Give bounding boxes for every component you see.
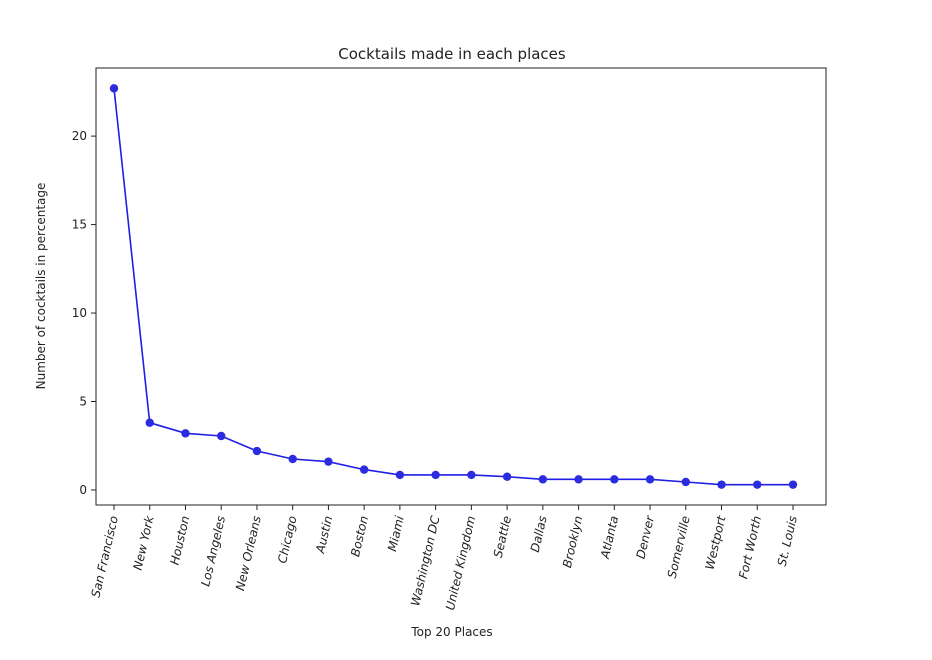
- x-tick-label: Fort Worth: [736, 515, 764, 581]
- data-point: [359, 465, 369, 474]
- data-point: [502, 472, 512, 481]
- x-tick-label: New York: [131, 514, 157, 572]
- data-point: [109, 84, 119, 93]
- data-point: [753, 480, 762, 489]
- data-point: [181, 429, 190, 438]
- x-tick-label: Denver: [634, 513, 658, 560]
- data-point: [145, 418, 154, 427]
- data-point: [681, 477, 690, 487]
- x-tick-label: Atlanta: [598, 515, 622, 561]
- data-point: [717, 480, 726, 489]
- series-line: [113, 88, 793, 486]
- data-point: [610, 475, 619, 484]
- y-tick-label: 0: [79, 483, 87, 497]
- axes-frame: [95, 67, 827, 506]
- data-point: [217, 431, 226, 441]
- y-tick-label: 15: [72, 218, 87, 232]
- x-tick-label: Austin: [313, 515, 335, 556]
- x-tick-label: New Orleans: [233, 515, 264, 592]
- y-tick-label: 10: [72, 306, 87, 320]
- y-axis-title: Number of cocktails in percentage: [34, 183, 48, 390]
- x-tick-label: Seattle: [491, 515, 514, 560]
- x-tick-label: Brooklyn: [560, 515, 586, 570]
- data-point: [645, 475, 655, 484]
- y-tick-label: 5: [79, 395, 87, 409]
- x-tick-label: St. Louis: [775, 515, 800, 568]
- x-tick-label: Chicago: [275, 515, 299, 565]
- x-tick-label: Westport: [702, 513, 728, 571]
- data-point: [788, 480, 798, 489]
- x-tick-label: Somerville: [665, 515, 693, 580]
- x-tick-label: Los Angeles: [198, 515, 228, 588]
- x-tick-label: United Kingdom: [443, 515, 478, 612]
- plot-area: 0 5 10 15 20 San Francisco New York Houston Los …: [72, 67, 827, 612]
- x-tick-label: Dallas: [528, 515, 550, 554]
- chart-title: Cocktails made in each places: [338, 45, 566, 63]
- x-tick-label: San Francisco: [89, 515, 121, 599]
- y-tick-label: 20: [72, 129, 87, 143]
- x-tick-label: Washington DC: [408, 514, 442, 607]
- data-point: [574, 475, 583, 484]
- data-point: [324, 457, 333, 466]
- data-point: [288, 454, 297, 464]
- data-point: [252, 446, 262, 456]
- x-axis-title: Top 20 Places: [410, 625, 492, 639]
- x-tick-label: Boston: [348, 515, 371, 559]
- data-point: [431, 470, 440, 480]
- data-point: [538, 475, 548, 484]
- data-point: [467, 470, 476, 480]
- x-tick-label: Miami: [385, 514, 407, 553]
- x-tick-label: Houston: [168, 515, 193, 567]
- data-point: [395, 470, 405, 480]
